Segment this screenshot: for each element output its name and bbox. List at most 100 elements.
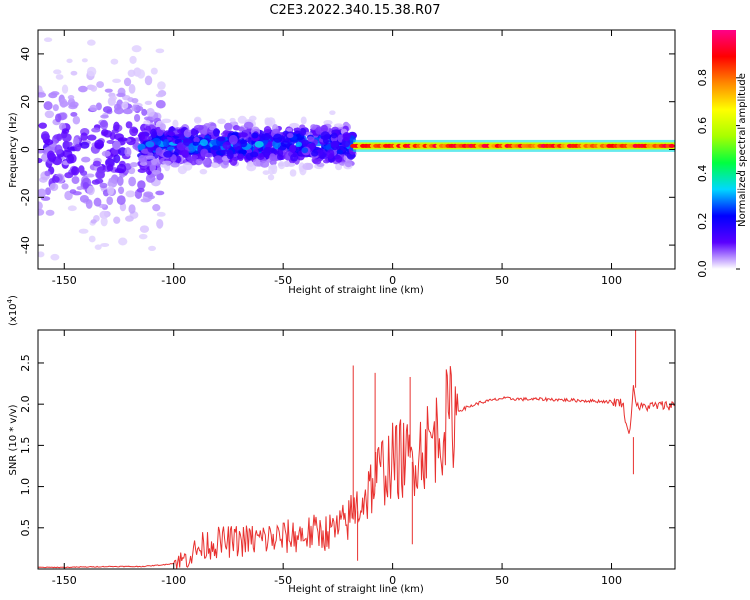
spectrogram-cell	[330, 140, 339, 148]
spectrogram-cell	[140, 198, 151, 203]
spectrogram-cell	[74, 143, 82, 152]
spectrogram-cell	[224, 122, 233, 131]
spectrogram-cell	[94, 178, 104, 184]
spectrogram-cell	[43, 101, 53, 111]
colorbar-ticks: 0.0 0.2 0.4 0.6 0.8	[696, 69, 740, 278]
spectrogram-cell	[112, 78, 122, 83]
spectrogram-cell	[116, 195, 126, 205]
spectrogram-cell	[71, 176, 80, 185]
spectrogram-cell	[78, 85, 88, 93]
spectrogram-cell	[137, 168, 147, 173]
spectrogram-cell	[128, 204, 136, 214]
spectrogram-cell	[64, 172, 74, 179]
spectrogram-cell	[132, 270, 139, 277]
spectrogram-cell	[131, 97, 139, 104]
spectrogram-cell	[124, 147, 132, 157]
spectrogram-cell	[107, 185, 115, 196]
spectrogram-cell	[86, 185, 95, 196]
spectrogram-y-axis-label: Frequency (Hz)	[8, 112, 19, 188]
spectrogram-cell	[181, 149, 190, 159]
colorbar-tick-label: 0.8	[696, 69, 709, 87]
spectrogram-cell	[289, 122, 300, 129]
spectrogram-cell	[300, 116, 307, 125]
spectrogram-cell	[38, 201, 43, 211]
spectrogram-cell	[81, 58, 88, 63]
colorbar: 0.0 0.2 0.4 0.6 0.8 Normalized spectral ampl…	[696, 30, 748, 278]
colorbar-tick-label: 0.0	[696, 260, 709, 278]
spectrogram-cell	[67, 205, 77, 212]
spectrogram-cell	[157, 81, 166, 90]
spectrogram-cells	[38, 37, 675, 277]
snr-y-axis-label: SNR (10 * v/v)	[8, 404, 19, 475]
spectrogram-cell	[310, 124, 317, 130]
spectrogram-cell	[323, 119, 333, 126]
spectrogram-cell	[72, 116, 81, 125]
spectrogram-cell	[38, 208, 45, 216]
spectrogram-cell	[61, 84, 69, 94]
spectrogram-cell	[134, 113, 141, 122]
spectrogram-cell	[195, 159, 203, 165]
spectrogram-cell	[61, 128, 70, 135]
spectrogram-cell	[269, 153, 276, 161]
spectrogram-cell	[113, 103, 121, 111]
spectrogram-cell	[49, 182, 59, 192]
spectrogram-cell	[295, 141, 302, 147]
spectrogram-cell	[172, 119, 179, 128]
spectrogram-cell	[144, 100, 153, 105]
spectrogram-cell	[330, 132, 338, 139]
spectrogram-cell	[38, 122, 47, 129]
spectrogram-cell	[78, 228, 89, 234]
spectrogram-cell	[136, 69, 146, 79]
spectrogram-cell	[95, 170, 106, 180]
spectrogram-cell	[106, 196, 114, 205]
spectrogram-cell	[100, 216, 108, 227]
spectrogram-cell	[213, 155, 223, 165]
spectrogram-cell	[182, 162, 193, 171]
spectrogram-cell	[55, 74, 64, 80]
spectrogram-cell	[80, 141, 90, 149]
spectrogram-cell	[301, 147, 309, 154]
spectrogram-cell	[100, 119, 109, 130]
spectrogram-cell	[269, 159, 277, 166]
spectrogram-cell	[38, 157, 43, 164]
spectrogram-frame	[37, 29, 676, 270]
spectrogram-cell	[44, 110, 55, 119]
spectrogram-cell	[109, 95, 117, 101]
spectrogram-cell	[141, 108, 148, 116]
spectrogram-cell	[80, 132, 88, 141]
colorbar-tick-label: 0.6	[696, 117, 709, 135]
spectrogram-cell	[199, 168, 208, 175]
spectrogram-cell	[263, 146, 273, 154]
colorbar-label: Normalized spectral amplitude	[737, 73, 748, 227]
spectrogram-cell	[150, 128, 157, 138]
spectrogram-cell	[155, 147, 163, 156]
spectrogram-cell	[193, 116, 202, 124]
spectrogram-cell	[104, 88, 113, 93]
colorbar-gradient	[712, 30, 736, 269]
spectrogram-cell	[289, 169, 297, 177]
spectrogram-cell	[113, 154, 121, 164]
spectrogram-cell	[239, 138, 248, 148]
spectrogram-cell	[217, 118, 226, 125]
spectrogram-cell	[138, 131, 146, 141]
spectrogram-cell	[320, 131, 331, 141]
spectrogram-cell	[113, 121, 120, 131]
spectrogram-cell	[128, 176, 137, 187]
spectrogram-cell	[61, 183, 69, 190]
spectrogram-cell	[66, 58, 73, 64]
colorbar-tick: 0.2	[696, 212, 740, 230]
spectrogram-cell	[107, 179, 118, 188]
spectrogram-cell	[271, 164, 278, 175]
spectrogram-x-tick-label: 100	[601, 274, 622, 287]
spectrogram-y-tick-label: -40	[19, 236, 32, 254]
spectrogram-cell	[102, 106, 113, 114]
spectrogram-cell	[112, 140, 121, 150]
spectrogram-cell	[265, 120, 273, 127]
spectrogram-cell	[46, 150, 55, 161]
spectrogram-cell	[87, 134, 97, 141]
spectrogram-cell	[199, 139, 208, 147]
spectrogram-y-tick-label: 20	[19, 95, 32, 109]
spectrogram-cell	[113, 216, 121, 224]
spectrogram-cell	[183, 129, 192, 138]
spectrogram-cell	[51, 176, 60, 183]
